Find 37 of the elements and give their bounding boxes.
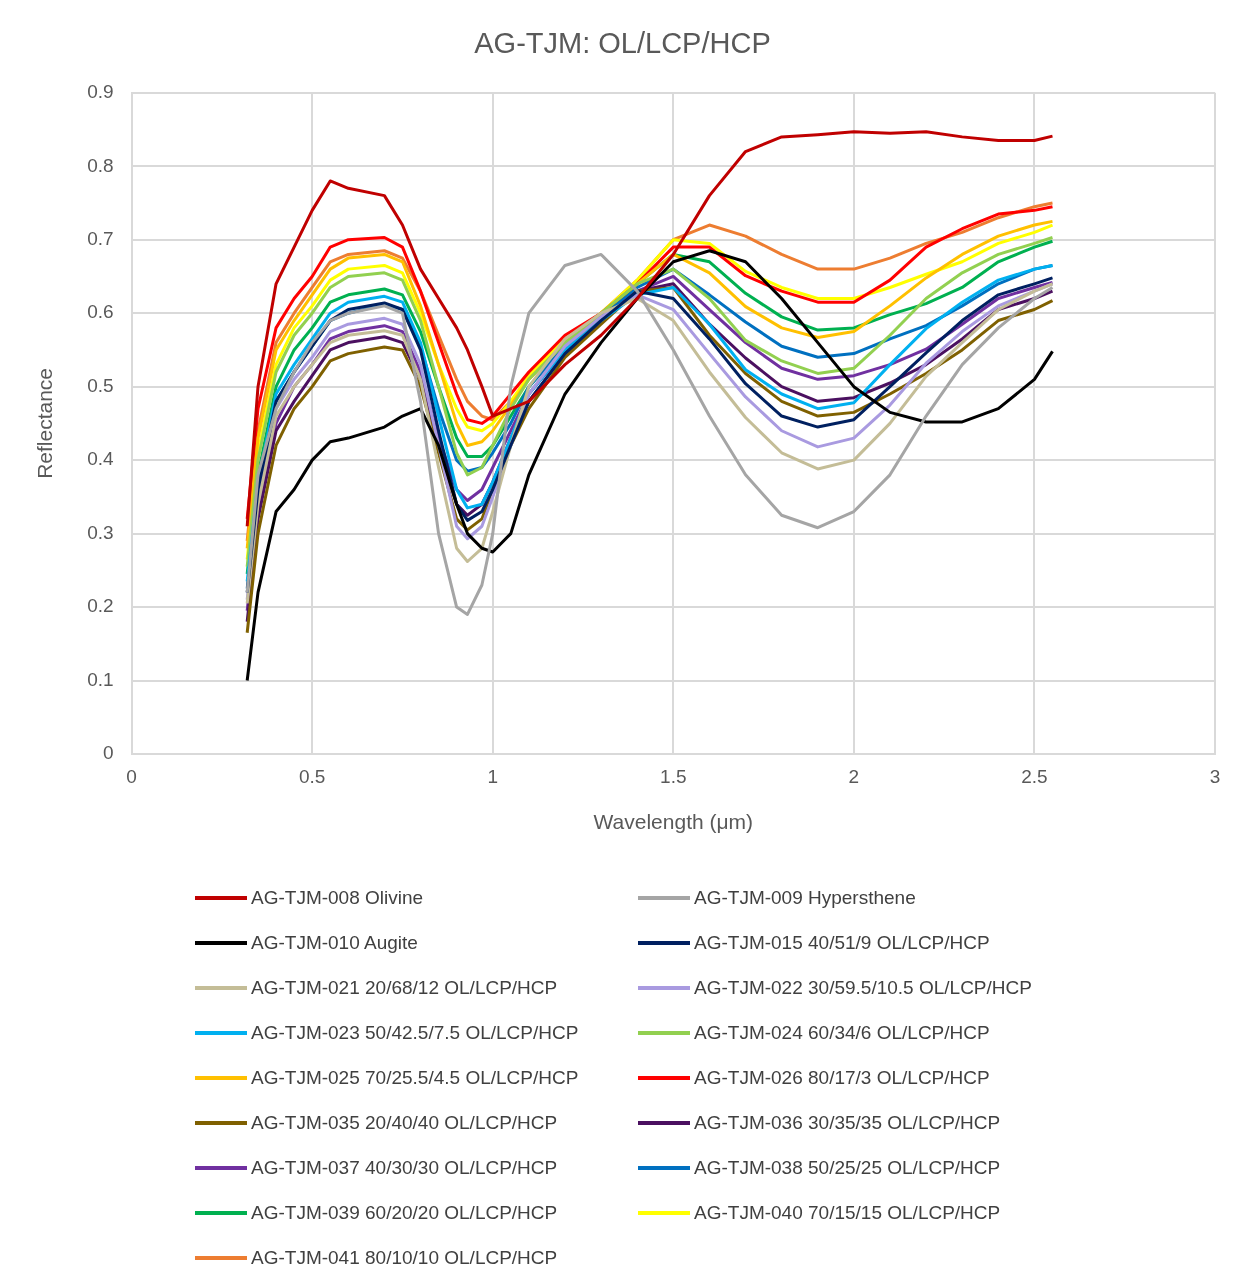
legend-label: AG-TJM-038 50/25/25 OL/LCP/HCP [694, 1156, 1001, 1179]
legend-label: AG-TJM-015 40/51/9 OL/LCP/HCP [694, 931, 990, 954]
x-tick-label: 2 [848, 765, 860, 787]
y-tick-label: 0.7 [87, 227, 114, 249]
x-axis-title: Wavelength (μm) [593, 810, 754, 834]
y-tick-label: 0.8 [87, 154, 114, 176]
x-tick-label: 0 [126, 765, 137, 787]
legend-label: AG-TJM-023 50/42.5/7.5 OL/LCP/HCP [251, 1021, 579, 1044]
legend-label: AG-TJM-026 80/17/3 OL/LCP/HCP [694, 1066, 990, 1089]
y-tick-label: 0.5 [87, 374, 114, 396]
legend-label: AG-TJM-041 80/10/10 OL/LCP/HCP [251, 1246, 558, 1269]
legend-label: AG-TJM-036 30/35/35 OL/LCP/HCP [694, 1111, 1001, 1134]
x-tick-label: 1.5 [660, 765, 687, 787]
legend-label: AG-TJM-021 20/68/12 OL/LCP/HCP [251, 976, 558, 999]
y-tick-label: 0.3 [87, 521, 114, 543]
legend-label: AG-TJM-040 70/15/15 OL/LCP/HCP [694, 1201, 1001, 1224]
legend-label: AG-TJM-010 Augite [251, 931, 418, 954]
legend-label: AG-TJM-035 20/40/40 OL/LCP/HCP [251, 1111, 558, 1134]
legend-label: AG-TJM-024 60/34/6 OL/LCP/HCP [694, 1021, 990, 1044]
x-tick-label: 3 [1209, 765, 1221, 787]
x-tick-label: 1 [487, 765, 499, 787]
y-tick-label: 0.1 [87, 668, 114, 690]
y-tick-label: 0.4 [87, 448, 115, 470]
legend-label: AG-TJM-008 Olivine [251, 886, 424, 909]
y-tick-label: 0.2 [87, 595, 114, 617]
chart-title: AG-TJM: OL/LCP/HCP [474, 27, 771, 60]
y-tick-label: 0.9 [87, 81, 114, 103]
legend-label: AG-TJM-025 70/25.5/4.5 OL/LCP/HCP [251, 1066, 579, 1089]
x-tick-label: 0.5 [298, 765, 326, 787]
y-axis-title: Reflectance [33, 367, 57, 479]
y-tick-label: 0 [103, 742, 114, 764]
legend-label: AG-TJM-022 30/59.5/10.5 OL/LCP/HCP [694, 976, 1032, 999]
x-tick-label: 2.5 [1021, 765, 1048, 787]
legend-label: AG-TJM-037 40/30/30 OL/LCP/HCP [251, 1156, 558, 1179]
legend-label: AG-TJM-009 Hypersthene [694, 886, 916, 909]
y-tick-label: 0.6 [87, 301, 114, 323]
legend-label: AG-TJM-039 60/20/20 OL/LCP/HCP [251, 1201, 558, 1224]
